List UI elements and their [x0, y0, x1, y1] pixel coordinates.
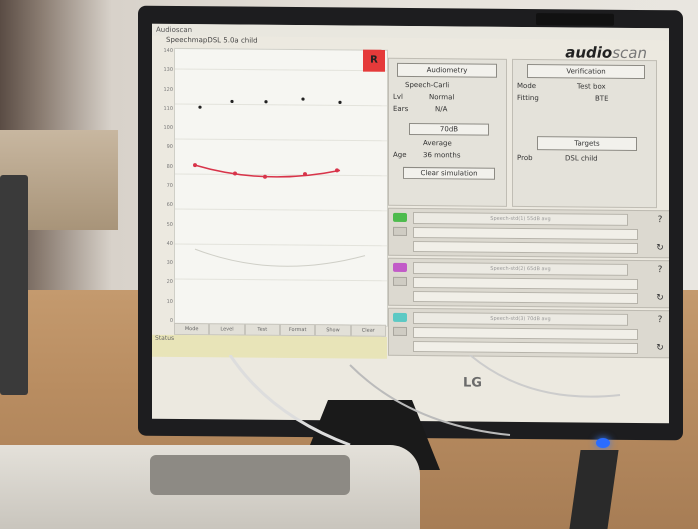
curve-point: [233, 171, 237, 176]
slot-2-row-2[interactable]: [413, 291, 638, 304]
curve-point: [303, 172, 307, 177]
speechmap-graph[interactable]: [174, 47, 388, 327]
level-label: Lvl: [393, 92, 403, 101]
cables: [228, 355, 621, 447]
curve-point: [193, 163, 197, 168]
marker-point: [338, 100, 342, 104]
test-panel: Audiometry Speech-Carli Lvl Normal Ears …: [388, 57, 507, 207]
mode-value: Test box: [577, 82, 606, 91]
marker-point: [230, 99, 234, 104]
slot-1-help-icon[interactable]: ?: [657, 215, 663, 226]
y-tick-label: 80: [166, 163, 173, 170]
slot-2-help-icon[interactable]: ?: [657, 265, 663, 276]
marker-point: [301, 97, 305, 101]
y-tick-label: 120: [163, 86, 173, 93]
measurement-slot-1[interactable]: Speech-std(1) 55dB avg ? ↻: [388, 207, 669, 259]
age-label: Age: [393, 150, 407, 159]
prob-value: DSL child: [565, 154, 598, 163]
y-tick-label: 0: [169, 317, 173, 324]
slot-2-toggle[interactable]: [393, 276, 407, 286]
y-tick-label: 140: [163, 47, 173, 54]
ears-label: Ears: [393, 104, 409, 113]
slot-2-stimulus[interactable]: Speech-std(2) 65dB avg: [413, 262, 628, 276]
ears-value: N/A: [435, 105, 448, 114]
audiometry-button[interactable]: Audiometry: [397, 62, 497, 78]
faint-curve: [194, 248, 366, 267]
graph-clear-button[interactable]: Clear: [350, 324, 386, 337]
slot-1-row-2[interactable]: [413, 241, 638, 254]
power-led: [596, 438, 610, 448]
average-label: Average: [423, 139, 452, 148]
measurement-slot-2[interactable]: Speech-std(2) 65dB avg ? ↻: [388, 257, 669, 309]
fitting-value: BTE: [595, 94, 609, 103]
record-button[interactable]: R: [363, 49, 385, 72]
stimulus-value: Speech-Carli: [405, 80, 450, 90]
targets-button[interactable]: Targets: [537, 136, 637, 151]
slot-3-toggle[interactable]: [393, 326, 407, 336]
y-tick-label: 40: [166, 240, 173, 247]
y-tick-label: 90: [166, 144, 173, 151]
graph-format-button[interactable]: Format: [279, 323, 316, 337]
left-device: [0, 175, 28, 395]
mode-label: Mode: [517, 81, 537, 91]
graph-svg: [175, 68, 387, 282]
marker-point: [198, 105, 202, 109]
y-tick-label: 50: [166, 221, 173, 228]
slot-2-row-1[interactable]: [413, 277, 638, 290]
verification-panel: Verification Mode Test box Fitting BTE T…: [512, 58, 657, 209]
y-tick-label: 20: [166, 279, 173, 286]
graph-level-button[interactable]: Level: [209, 323, 245, 336]
slot-1-chip: [393, 212, 407, 222]
y-tick-label: 10: [166, 298, 173, 305]
verification-button[interactable]: Verification: [527, 64, 645, 80]
screen: Audioscan SpeechmapDSL 5.0a child audios…: [152, 23, 669, 424]
y-tick-label: 30: [166, 260, 173, 267]
slot-1-row-1[interactable]: [413, 227, 638, 240]
curve-point: [263, 174, 267, 179]
clear-simulation-button[interactable]: Clear simulation: [403, 166, 495, 180]
y-tick-label: 60: [166, 202, 173, 209]
monitor: Audioscan SpeechmapDSL 5.0a child audios…: [138, 5, 683, 441]
slot-1-stimulus[interactable]: Speech-std(1) 55dB avg: [413, 212, 628, 226]
slot-2-play-icon[interactable]: ↻: [656, 293, 664, 304]
y-tick-label: 130: [163, 67, 173, 74]
marker-point: [264, 100, 268, 104]
graph-mode-button[interactable]: Mode: [174, 322, 210, 336]
device-panel: [150, 455, 350, 495]
webcam: [536, 13, 614, 26]
prob-label: Prob: [517, 153, 533, 163]
curve-point: [335, 168, 339, 173]
slot-1-toggle[interactable]: [393, 226, 407, 236]
graph-test-button[interactable]: Test: [244, 323, 280, 336]
graph-title: SpeechmapDSL 5.0a child: [166, 35, 258, 45]
y-tick-label: 70: [166, 182, 173, 189]
slot-2-chip: [393, 262, 407, 272]
fitting-label: Fitting: [517, 93, 539, 103]
slot-3-chip: [393, 312, 407, 322]
y-tick-label: 100: [163, 124, 173, 132]
level-value: Normal: [429, 93, 455, 102]
slot-3-stimulus[interactable]: Speech-std(3) 70dB avg: [413, 312, 628, 326]
y-axis: 140 130 120 110 100 90 80 70 60 50 40 30 20 10 0: [155, 47, 173, 324]
audiometry-markers: [198, 97, 342, 109]
slot-1-play-icon[interactable]: ↻: [656, 243, 664, 254]
y-tick-label: 110: [163, 105, 173, 112]
age-value: 36 months: [423, 151, 461, 160]
format-button[interactable]: 70dB: [409, 122, 489, 136]
slot-3-help-icon[interactable]: ?: [657, 315, 663, 326]
graph-show-button[interactable]: Show: [315, 324, 351, 337]
